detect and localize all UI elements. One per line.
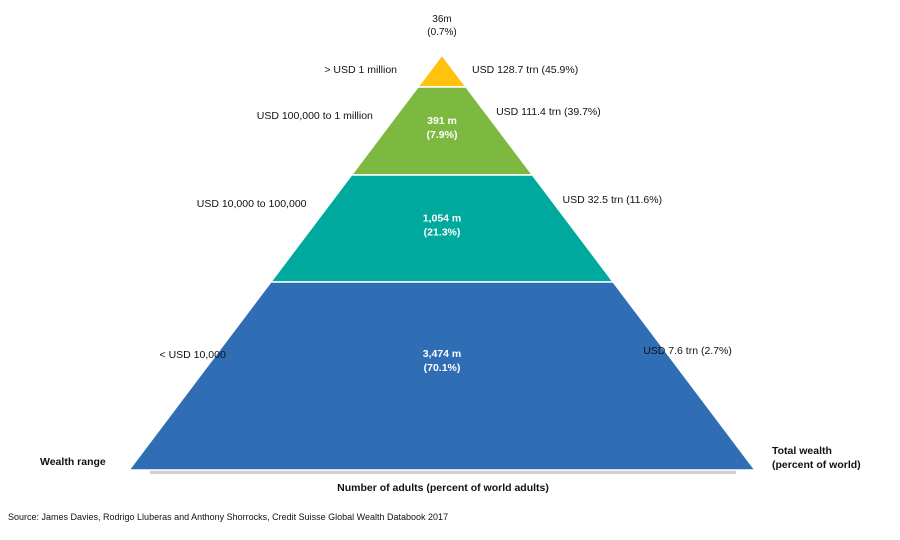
adults-percent-label: (0.7%): [427, 27, 456, 38]
adults-percent-label: (70.1%): [424, 362, 461, 374]
wealth-range-label: USD 10,000 to 100,000: [197, 198, 307, 210]
total-wealth-label: USD 111.4 trn (39.7%): [496, 106, 601, 118]
wealth-range-axis-label: Wealth range: [40, 456, 106, 468]
wealth-range-label: > USD 1 million: [324, 64, 397, 76]
total-wealth-label: USD 7.6 trn (2.7%): [643, 345, 732, 357]
adults-count-label: 391 m: [427, 115, 457, 127]
total-wealth-axis-label: Total wealth: [772, 445, 832, 457]
pyramid-tier-1: [416, 53, 468, 88]
adults-percent-label: (7.9%): [427, 129, 458, 141]
wealth-range-label: USD 100,000 to 1 million: [257, 110, 373, 122]
total-wealth-label: USD 32.5 trn (11.6%): [563, 194, 663, 206]
pyramid-base-shadow: [150, 470, 736, 474]
pyramid-tier-4: [127, 281, 757, 471]
adults-count-label: 1,054 m: [423, 213, 462, 225]
adults-percent-label: (21.3%): [424, 227, 461, 239]
total-wealth-label: USD 128.7 trn (45.9%): [472, 64, 578, 76]
pyramid-tiers: [127, 53, 757, 474]
source-note: Source: James Davies, Rodrigo Lluberas a…: [8, 512, 448, 522]
wealth-range-label: < USD 10,000: [160, 349, 226, 361]
number-of-adults-label: Number of adults (percent of world adult…: [337, 482, 549, 494]
pyramid-labels: > USD 1 million USD 128.7 trn (45.9%) 36m (…: [160, 14, 732, 374]
total-wealth-axis-sublabel: (percent of world): [772, 459, 861, 471]
adults-count-label: 36m: [432, 14, 451, 25]
adults-count-label: 3,474 m: [423, 348, 462, 360]
